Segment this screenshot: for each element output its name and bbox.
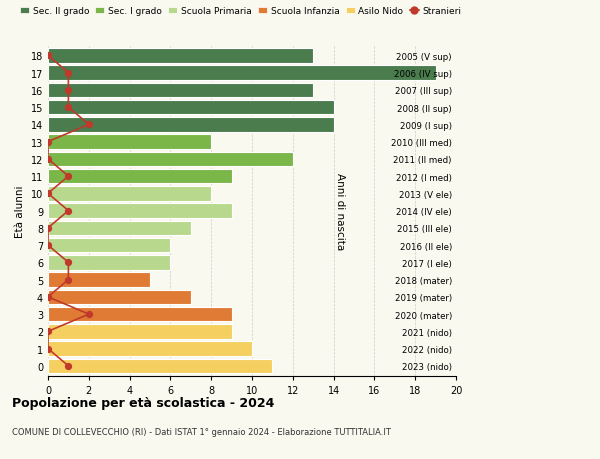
- Bar: [48, 49, 313, 63]
- Bar: [48, 101, 334, 115]
- Point: [64, 363, 73, 370]
- Point: [64, 276, 73, 284]
- Bar: [48, 341, 252, 356]
- Y-axis label: Anni di nascita: Anni di nascita: [335, 173, 346, 250]
- Point: [84, 121, 94, 129]
- Point: [64, 87, 73, 95]
- Bar: [48, 66, 436, 81]
- Point: [43, 139, 53, 146]
- Point: [64, 173, 73, 180]
- Point: [64, 104, 73, 112]
- Point: [43, 190, 53, 197]
- Bar: [48, 187, 211, 201]
- Point: [64, 259, 73, 266]
- Point: [43, 242, 53, 249]
- Bar: [48, 290, 191, 304]
- Point: [43, 328, 53, 335]
- Point: [43, 156, 53, 163]
- Point: [84, 311, 94, 318]
- Bar: [48, 273, 150, 287]
- Bar: [48, 325, 232, 339]
- Bar: [48, 169, 232, 184]
- Bar: [48, 118, 334, 132]
- Bar: [48, 152, 293, 167]
- Bar: [48, 359, 272, 373]
- Bar: [48, 238, 170, 253]
- Point: [43, 225, 53, 232]
- Y-axis label: Età alunni: Età alunni: [15, 185, 25, 237]
- Bar: [48, 221, 191, 235]
- Point: [43, 294, 53, 301]
- Text: Popolazione per età scolastica - 2024: Popolazione per età scolastica - 2024: [12, 396, 274, 409]
- Point: [64, 70, 73, 77]
- Point: [43, 52, 53, 60]
- Legend: Sec. II grado, Sec. I grado, Scuola Primaria, Scuola Infanzia, Asilo Nido, Stran: Sec. II grado, Sec. I grado, Scuola Prim…: [20, 7, 461, 17]
- Bar: [48, 135, 211, 150]
- Bar: [48, 307, 232, 322]
- Bar: [48, 204, 232, 218]
- Bar: [48, 84, 313, 98]
- Text: COMUNE DI COLLEVECCHIO (RI) - Dati ISTAT 1° gennaio 2024 - Elaborazione TUTTITAL: COMUNE DI COLLEVECCHIO (RI) - Dati ISTAT…: [12, 427, 391, 436]
- Point: [64, 207, 73, 215]
- Bar: [48, 256, 170, 270]
- Point: [43, 345, 53, 353]
